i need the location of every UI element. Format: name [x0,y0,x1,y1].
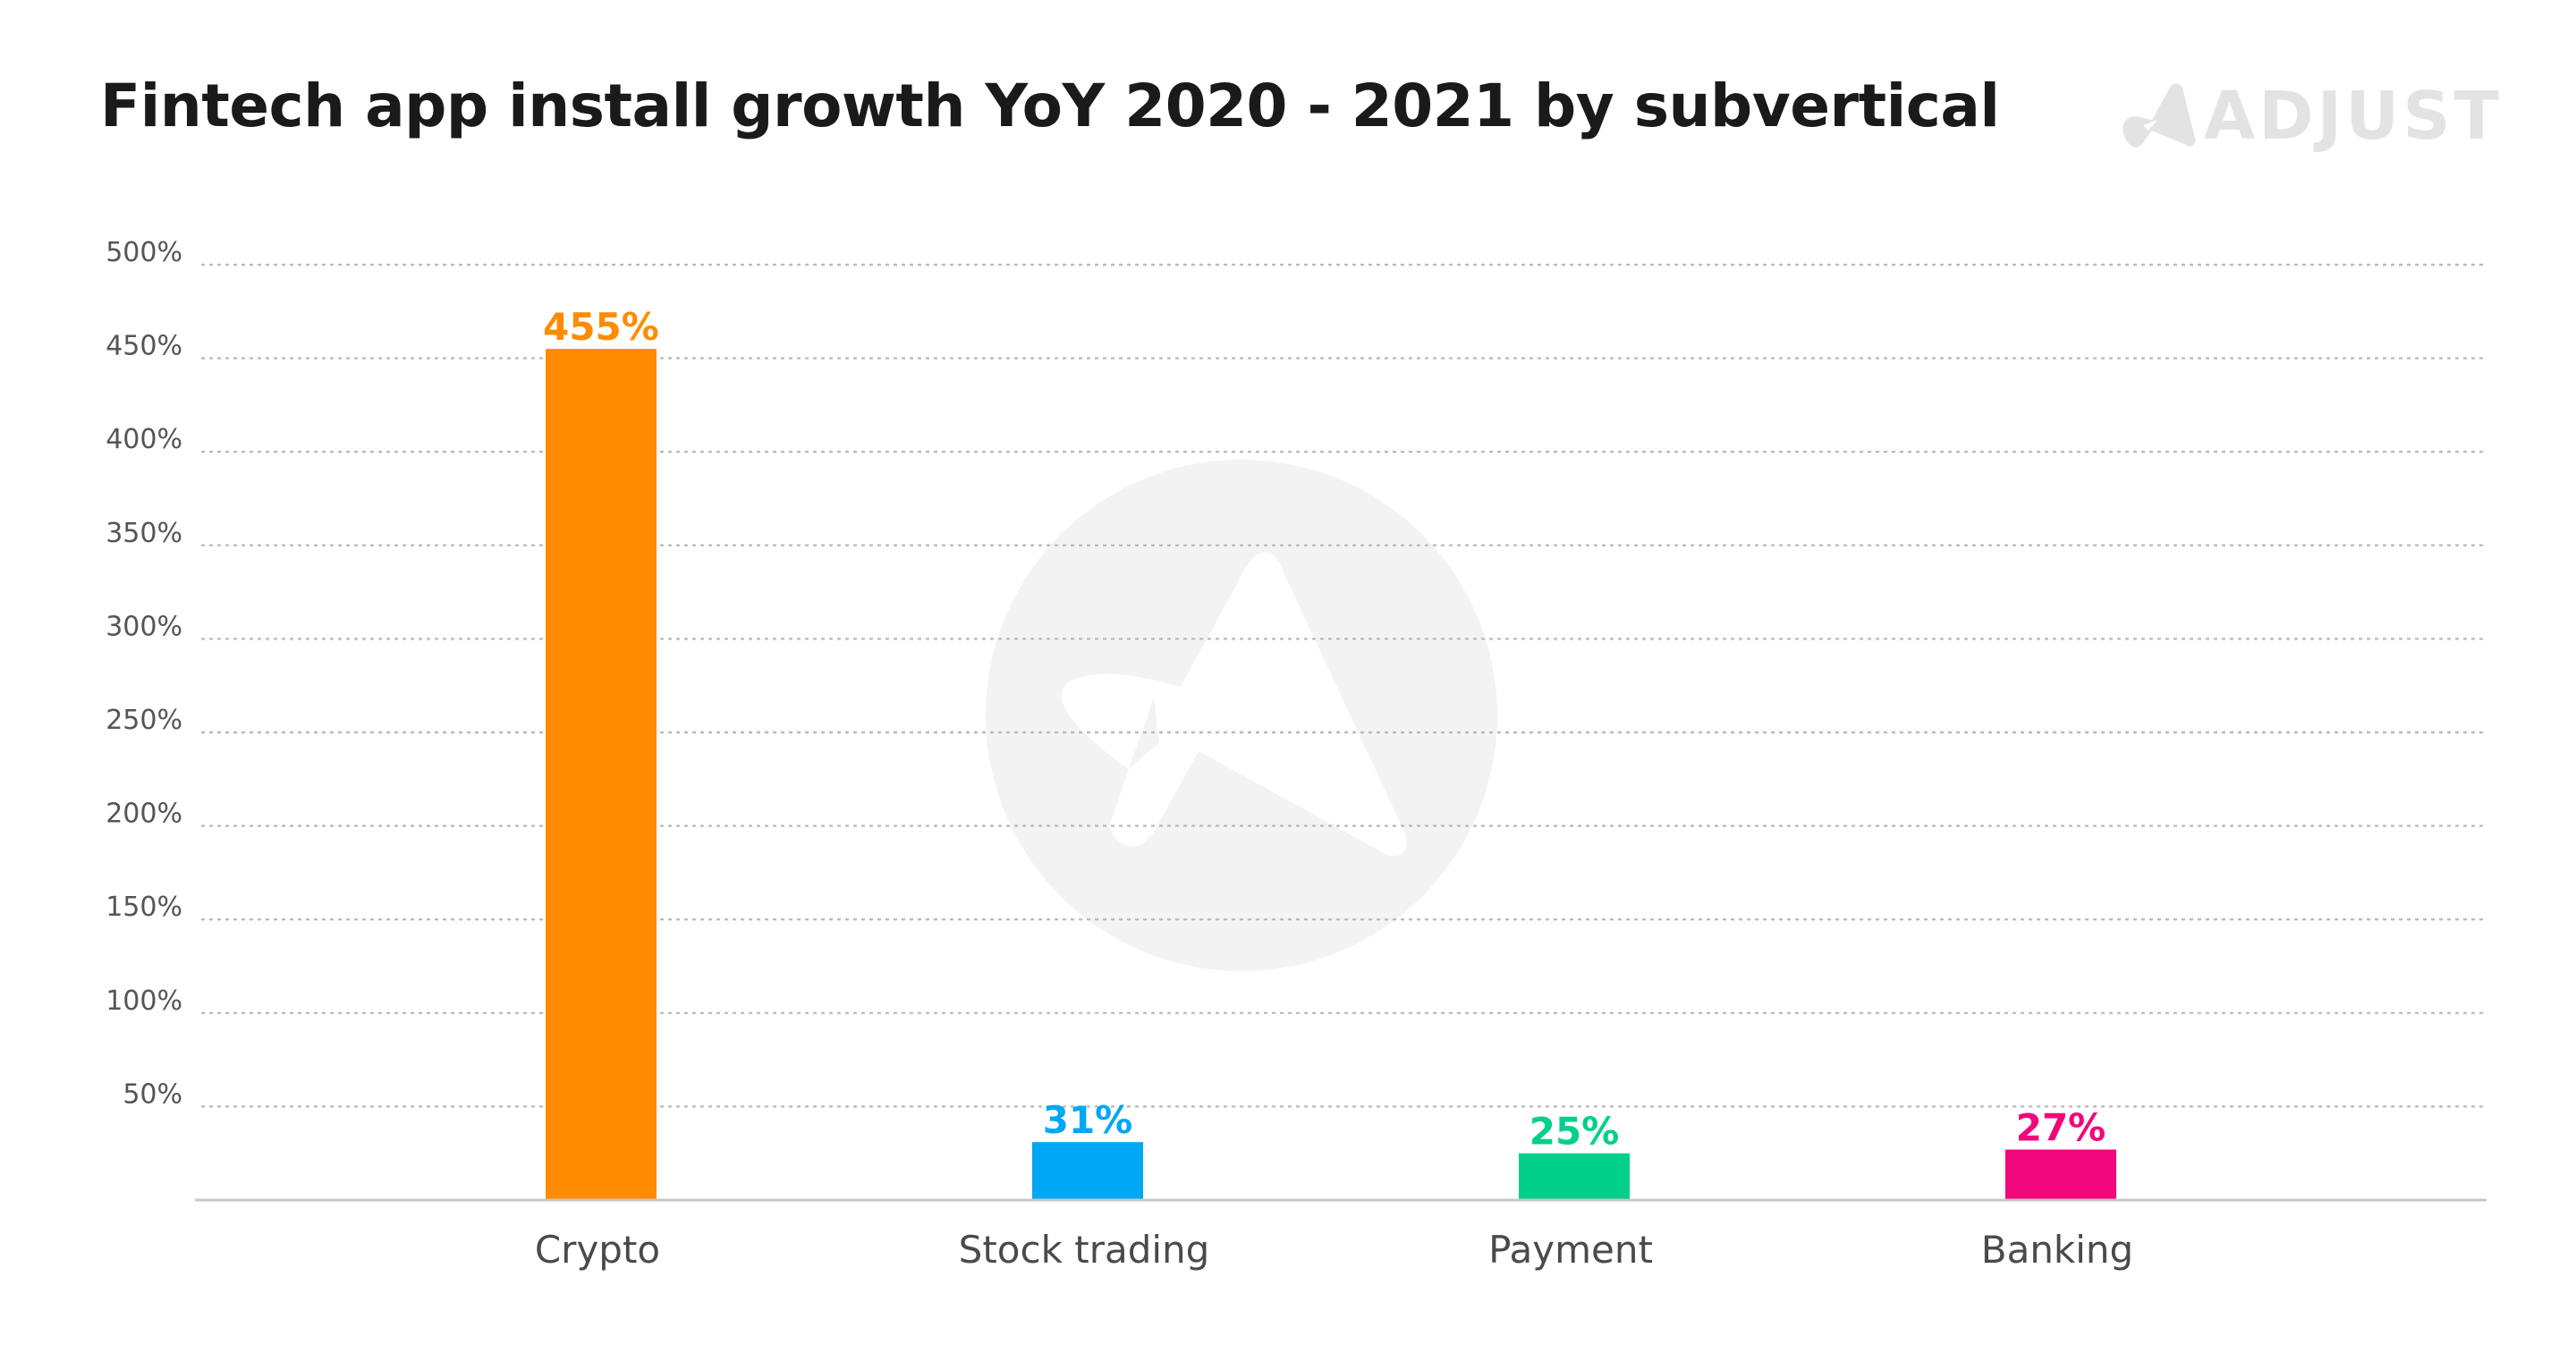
data-label: 25% [1530,1110,1620,1154]
bar-banking [2005,1149,2116,1200]
y-tick-label: 200% [106,799,182,830]
y-tick-label: 250% [106,705,182,736]
chart-bars [546,349,2116,1200]
x-category-label: Payment [1488,1228,1653,1272]
y-tick-label: 350% [106,518,182,549]
y-axis-tick-labels: 50% 100% 150% 200% 250% 300% 350% 400% 450% 500% [106,237,182,1110]
data-label: 455% [543,305,659,349]
x-category-label: Banking [1981,1228,2133,1272]
y-tick-label: 400% [106,424,182,455]
y-tick-label: 500% [106,237,182,268]
data-label: 31% [1043,1098,1133,1142]
adjust-logo: ADJUST [2116,78,2503,155]
x-axis-category-labels: Crypto Stock trading Payment Banking [535,1228,2133,1272]
adjust-a-icon [2123,83,2196,148]
y-tick-label: 300% [106,611,182,642]
bar-crypto [546,349,657,1200]
adjust-circle-watermark-icon [986,460,1497,971]
logo-text: ADJUST [2203,78,2503,155]
y-tick-label: 100% [106,985,182,1017]
bar-payment [1519,1153,1630,1200]
x-category-label: Crypto [535,1228,660,1272]
y-tick-label: 450% [106,331,182,362]
watermark-a-shape [1061,552,1407,857]
bar-stock-trading [1032,1142,1143,1200]
y-tick-label: 50% [123,1078,182,1110]
x-category-label: Stock trading [959,1228,1210,1272]
data-label: 27% [2016,1106,2106,1150]
y-tick-label: 150% [106,892,182,923]
chart-title: Fintech app install growth YoY 2020 - 20… [100,72,2000,140]
data-labels: 455% 31% 25% 27% [543,305,2106,1154]
